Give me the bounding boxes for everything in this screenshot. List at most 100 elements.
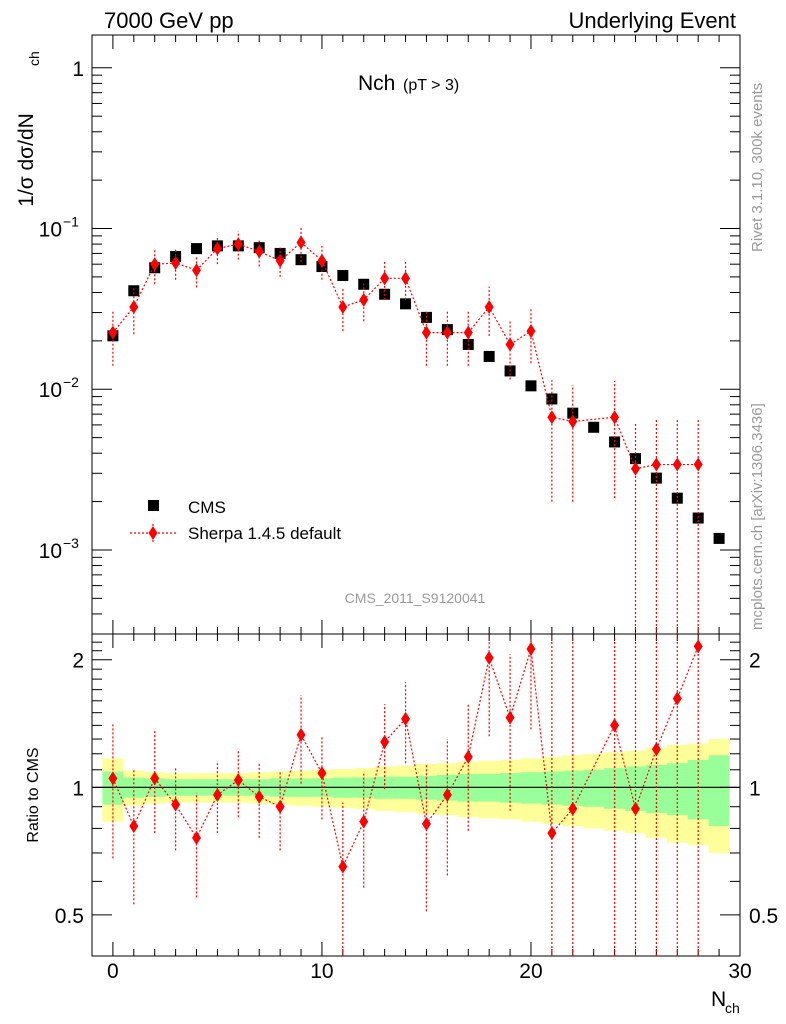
cms-point: [525, 380, 537, 392]
sherpa-point: [338, 299, 348, 314]
sherpa-point: [317, 253, 327, 268]
ratio-plot-frame: [91, 633, 741, 957]
y-tick-label: 1: [72, 58, 84, 81]
cms-point: [546, 393, 558, 405]
sherpa-point: [192, 263, 202, 278]
x-axis-label-sub: ch: [725, 1000, 740, 1016]
ratio-sherpa-point: [401, 711, 411, 726]
sherpa-point: [129, 299, 139, 314]
sherpa-point: [442, 325, 452, 340]
legend-cms-marker: [148, 500, 159, 511]
ratio-sherpa-point: [296, 727, 306, 742]
ratio-sherpa-point: [192, 830, 202, 845]
ratio-sherpa-point: [630, 801, 640, 816]
y-tick-exponent: −1: [63, 214, 79, 230]
ratio-y-axis-label: Ratio to CMS: [25, 747, 42, 842]
ratio-sherpa-point: [505, 710, 515, 725]
ratio-sherpa-point: [421, 816, 431, 831]
cms-point: [650, 472, 662, 484]
x-axis-label: N: [711, 988, 726, 1011]
chart-title-sub: (pT > 3): [403, 77, 459, 94]
ratio-sherpa-point: [526, 642, 536, 657]
y-tick-label: 10: [39, 379, 62, 402]
sherpa-point: [693, 457, 703, 472]
ratio-sherpa-point: [568, 801, 578, 816]
header-left: 7000 GeV pp: [104, 8, 234, 33]
sherpa-point: [108, 325, 118, 340]
x-tick-label: 30: [728, 960, 751, 983]
ratio-sherpa-point: [547, 826, 557, 841]
ratio-sherpa-point: [108, 771, 118, 786]
header-right: Underlying Event: [568, 8, 736, 33]
ratio-sherpa-point: [693, 639, 703, 654]
ratio-sherpa-point: [359, 814, 369, 829]
legend-sherpa-marker: [148, 526, 158, 540]
sherpa-point: [630, 461, 640, 476]
y-tick-label: 10: [39, 219, 62, 242]
sherpa-point: [610, 410, 620, 425]
ratio-sherpa-point: [171, 797, 181, 812]
sherpa-point: [526, 324, 536, 339]
ratio-sherpa-point: [150, 771, 160, 786]
cms-point: [713, 532, 725, 544]
cms-point: [692, 512, 704, 524]
cms-point: [295, 254, 307, 266]
sherpa-point: [171, 256, 181, 271]
sherpa-point: [233, 237, 243, 252]
ratio-sherpa-point: [129, 819, 139, 834]
ratio-sherpa-point: [233, 773, 243, 788]
sherpa-point: [421, 325, 431, 340]
legend-sherpa-label: Sherpa 1.4.5 default: [188, 524, 341, 543]
sherpa-point: [463, 325, 473, 340]
ratio-sherpa-point: [254, 789, 264, 804]
ratio-sherpa-point: [380, 734, 390, 749]
y-tick-exponent: −2: [63, 374, 79, 390]
sherpa-point: [254, 244, 264, 259]
cms-point: [588, 421, 600, 433]
x-tick-label: 20: [519, 960, 542, 983]
ratio-sherpa-point: [317, 766, 327, 781]
sherpa-point: [212, 241, 222, 256]
cms-point: [629, 453, 641, 465]
ratio-sherpa-point: [275, 799, 285, 814]
y-tick-label: 10: [39, 540, 62, 563]
ratio-y-tick-label-right: 0.5: [749, 905, 778, 928]
main-plot-frame: [91, 34, 741, 635]
sherpa-point: [359, 292, 369, 307]
ratio-sherpa-point: [672, 691, 682, 706]
x-tick-label: 10: [310, 960, 333, 983]
sherpa-point: [296, 235, 306, 250]
sherpa-point: [275, 253, 285, 268]
chart-title: Nch: [358, 72, 395, 95]
sherpa-point: [484, 299, 494, 314]
ratio-y-tick-label: 0.5: [55, 905, 84, 928]
cms-point: [400, 298, 412, 310]
sherpa-point: [651, 457, 661, 472]
ratio-sherpa-point: [463, 749, 473, 764]
cms-point: [274, 247, 286, 259]
sherpa-point: [401, 271, 411, 286]
cms-point: [483, 350, 495, 362]
ratio-y-tick-label-right: 2: [749, 650, 761, 673]
cms-point: [191, 243, 203, 255]
ratio-sherpa-line: [112, 646, 699, 869]
sherpa-line: [112, 241, 699, 470]
cms-point: [128, 285, 140, 297]
sherpa-point: [380, 271, 390, 286]
ratio-band-inner: [102, 755, 730, 827]
sherpa-point: [547, 410, 557, 425]
ratio-sherpa-point: [484, 650, 494, 665]
legend-cms-label: CMS: [188, 498, 226, 517]
ratio-y-tick-label: 1: [72, 777, 84, 800]
sherpa-point: [505, 337, 515, 352]
ratio-sherpa-point: [212, 787, 222, 802]
y-axis-label: 1/σ dσ/dN: [15, 113, 38, 207]
sherpa-point: [568, 414, 578, 429]
ratio-y-tick-label-right: 1: [749, 777, 761, 800]
x-tick-label: 0: [107, 960, 119, 983]
watermark: CMS_2011_S9120041: [345, 590, 486, 606]
ratio-sherpa-point: [338, 859, 348, 874]
ratio-sherpa-point: [610, 718, 620, 733]
ratio-sherpa-point: [651, 742, 661, 757]
